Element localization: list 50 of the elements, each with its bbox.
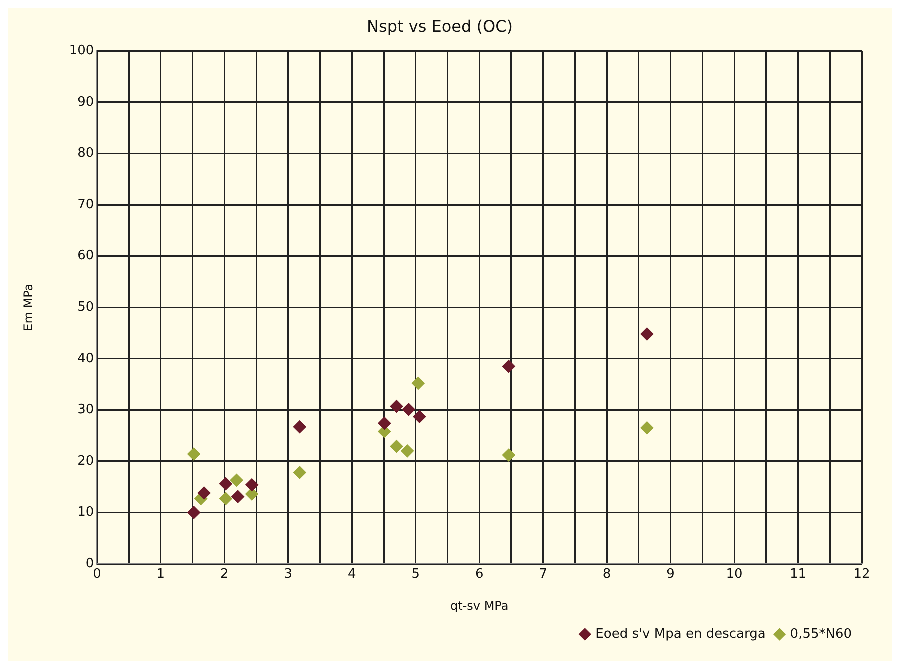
point xyxy=(219,478,232,491)
y-tick-label: 40 xyxy=(78,351,94,366)
x-axis-title: qt-sv MPa xyxy=(450,598,509,613)
x-tick-label: 8 xyxy=(602,567,612,582)
x-tick-label: 2 xyxy=(220,567,229,582)
y-tick-label: 10 xyxy=(78,505,94,520)
point xyxy=(401,444,414,458)
x-tick-label: 4 xyxy=(348,567,356,582)
y-tick-label: 70 xyxy=(78,197,94,212)
y-tick-label: 80 xyxy=(78,146,94,162)
point xyxy=(188,506,201,520)
x-tick-label: 7 xyxy=(539,567,548,582)
x-tick-label: 11 xyxy=(790,567,807,582)
y-tick-label: 100 xyxy=(69,44,94,59)
x-tick-label: 6 xyxy=(475,567,484,582)
point xyxy=(390,400,404,414)
legend-label: 0,55*N60 xyxy=(790,626,852,642)
chart-title: Nspt vs Eoed (OC) xyxy=(367,16,513,36)
point xyxy=(640,328,654,341)
x-tick-label: 12 xyxy=(854,567,870,582)
point xyxy=(232,490,245,504)
y-tick-label: 20 xyxy=(78,454,94,469)
x-tick-label: 5 xyxy=(412,567,420,582)
point xyxy=(502,360,516,374)
y-tick-label: 90 xyxy=(78,94,94,110)
x-tick-label: 10 xyxy=(726,567,743,582)
y-axis-title: Em MPa xyxy=(21,284,36,332)
point xyxy=(378,416,392,430)
y-tick-label: 0 xyxy=(86,556,94,572)
x-tick-label: 9 xyxy=(666,567,675,582)
point xyxy=(293,420,306,434)
point xyxy=(402,403,416,416)
x-tick-label: 1 xyxy=(156,567,166,582)
point xyxy=(246,478,259,492)
legend-label: Eoed s'v Mpa en descarga xyxy=(596,626,766,642)
y-tick-label: 30 xyxy=(78,402,94,418)
point xyxy=(198,486,211,500)
point xyxy=(246,488,259,501)
point xyxy=(230,474,244,487)
point xyxy=(293,466,306,480)
point xyxy=(502,448,516,462)
point xyxy=(188,448,201,461)
point xyxy=(640,422,654,435)
point xyxy=(412,376,425,390)
point xyxy=(390,440,404,454)
x-tick-label: 3 xyxy=(284,567,293,582)
point xyxy=(219,492,232,506)
y-tick-label: 60 xyxy=(78,248,94,264)
y-tick-label: 50 xyxy=(78,300,94,315)
point xyxy=(413,410,426,424)
